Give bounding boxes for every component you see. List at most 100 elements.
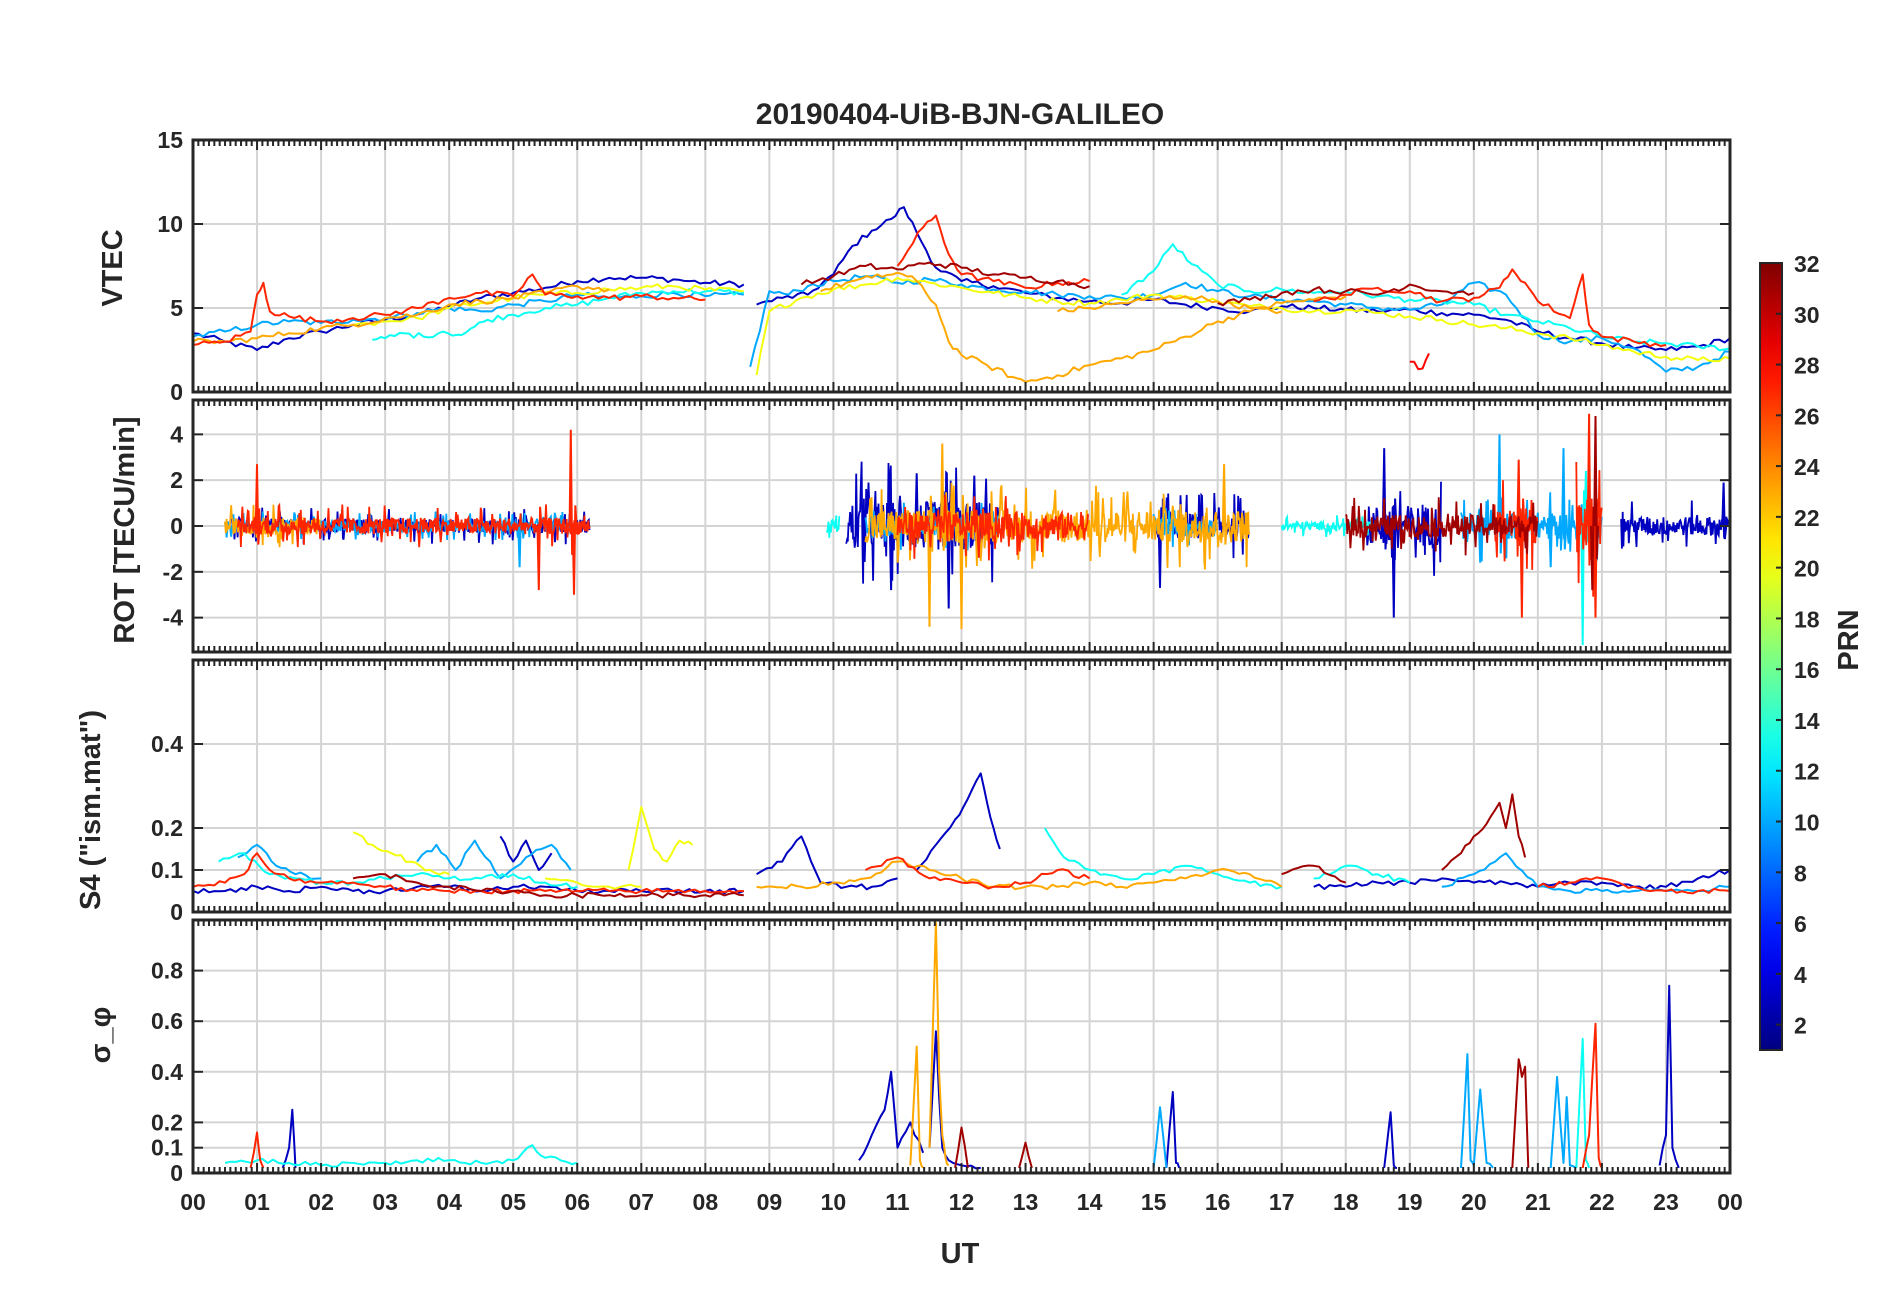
x-tick-label: 12 — [949, 1189, 975, 1215]
x-tick-label: 20 — [1461, 1189, 1487, 1215]
colorbar-tick-label: 8 — [1794, 860, 1807, 886]
series-line-prn-3 — [1658, 984, 1680, 1169]
y-tick-label: 0 — [170, 513, 183, 539]
series-spike-prn-27 — [254, 464, 261, 545]
series-line-prn-10 — [416, 839, 572, 880]
series-line-prn-10 — [1549, 1075, 1577, 1169]
x-tick-label: 23 — [1653, 1189, 1679, 1215]
x-tick-label: 21 — [1525, 1189, 1551, 1215]
series-spike-prn-10 — [1548, 513, 1555, 568]
y-axis-label: VTEC — [97, 229, 129, 306]
y-tick-label: 2 — [170, 467, 183, 493]
x-tick-label: 18 — [1333, 1189, 1359, 1215]
x-tick-label: 08 — [693, 1189, 719, 1215]
series-line-prn-31 — [1511, 1058, 1530, 1168]
series-spike-prn-3 — [1721, 482, 1728, 540]
x-tick-label: 19 — [1397, 1189, 1423, 1215]
series-line-prn-27 — [896, 214, 1090, 290]
series-line-prn-27 — [1313, 268, 1667, 348]
colorbar-tick-label: 20 — [1794, 556, 1820, 582]
series-spike-prn-23 — [940, 443, 946, 551]
panel-rot: -4 -2 0 2 4 ROT [TECU/min] — [109, 398, 1732, 654]
series-line-prn-3 — [756, 206, 1730, 351]
x-tick-label: 01 — [244, 1189, 270, 1215]
x-tick-label: 05 — [500, 1189, 526, 1215]
x-tick-label: 06 — [564, 1189, 590, 1215]
series-line-prn-20 — [627, 806, 694, 871]
y-tick-label: 5 — [170, 295, 183, 321]
series-line-prn-3 — [281, 1108, 297, 1169]
series-spike-prn-27 — [1519, 498, 1526, 618]
series-line-prn-31 — [1217, 283, 1475, 307]
chart-title: 20190404-UiB-BJN-GALILEO — [756, 98, 1164, 131]
series-line-prn-10 — [237, 843, 322, 880]
y-tick-label: 0.8 — [151, 958, 183, 984]
series-line-prn-27 — [1537, 876, 1730, 895]
x-tick-label: 09 — [757, 1189, 783, 1215]
series-spike-prn-31 — [1590, 506, 1596, 591]
y-tick-label: 0.4 — [151, 1059, 183, 1085]
axes-frame — [191, 658, 1732, 914]
y-tick-label: 0.2 — [151, 815, 183, 841]
y-tick-label: 0.4 — [151, 731, 183, 757]
series-line-prn-23 — [193, 284, 610, 345]
series-line-prn-13 — [224, 1144, 578, 1168]
x-tick-label: 13 — [1013, 1189, 1039, 1215]
colorbar-tick-label: 28 — [1794, 353, 1820, 379]
x-tick-label: 14 — [1077, 1189, 1103, 1215]
colorbar-label: PRN — [1833, 609, 1865, 670]
y-axis-label: σ_φ — [85, 1007, 117, 1064]
x-tick-label: 04 — [436, 1189, 462, 1215]
colorbar-tick-label: 24 — [1794, 454, 1820, 480]
x-axis-label: UT — [941, 1238, 980, 1270]
series-line-prn-27 — [193, 273, 706, 346]
series-line-prn-13 — [1043, 827, 1283, 890]
series-line-prn-27 — [896, 494, 1089, 561]
series-line-prn-3 — [499, 835, 553, 871]
colorbar-tick-label: 10 — [1794, 810, 1820, 836]
axes-frame — [191, 398, 1732, 654]
x-tick-labels: 00 01 02 03 04 05 06 07 08 09 10 11 12 13 14 15 16 17 18 19… — [180, 1189, 1743, 1215]
series-spike-prn-10 — [1561, 448, 1568, 550]
y-tick-label: 0.6 — [151, 1008, 183, 1034]
series-group — [193, 772, 1730, 899]
series-line-prn-28 — [1409, 352, 1430, 371]
y-tick-label: -4 — [163, 605, 184, 631]
x-tick-label: 00 — [1717, 1189, 1743, 1215]
series-line-prn-31 — [954, 1126, 969, 1169]
y-tick-label: -2 — [163, 559, 183, 585]
y-tick-label: 10 — [157, 211, 183, 237]
series-line-prn-3 — [915, 772, 1001, 871]
series-line-prn-3 — [1620, 500, 1730, 549]
series-line-prn-3 — [1313, 869, 1730, 891]
series-line-prn-27 — [1581, 1022, 1603, 1169]
series-spike-prn-23 — [1202, 512, 1209, 570]
series-line-prn-31 — [1441, 793, 1527, 871]
series-line-prn-23 — [756, 860, 1283, 891]
colorbar-tick-label: 30 — [1794, 302, 1820, 328]
series-line-prn-10 — [749, 274, 1730, 373]
series-group — [224, 413, 1730, 646]
series-line-prn-3 — [1165, 1091, 1181, 1169]
series-spike-prn-3 — [1391, 498, 1398, 618]
series-line-prn-20 — [352, 831, 450, 876]
series-spike-prn-27 — [571, 505, 578, 595]
x-tick-label: 02 — [308, 1189, 334, 1215]
colorbar-tick-label: 22 — [1794, 505, 1820, 531]
panel-s4: 0 0.1 0.2 0.4 S4 ("ism.mat") — [75, 658, 1732, 925]
x-tick-label: 16 — [1205, 1189, 1231, 1215]
series-spike-prn-23 — [927, 495, 933, 627]
colorbar-tick-label: 2 — [1794, 1013, 1807, 1039]
series-line-prn-27 — [864, 856, 1091, 890]
x-tick-label: 00 — [180, 1189, 206, 1215]
series-group — [224, 921, 1680, 1170]
axes-frame — [191, 138, 1732, 394]
series-line-prn-13 — [826, 515, 841, 538]
panel-vtec: 0 5 10 15 VTEC — [97, 127, 1732, 405]
colorbar-tick-label: 32 — [1794, 251, 1820, 277]
series-line-prn-13 — [1575, 1037, 1591, 1169]
series-line-prn-13 — [372, 288, 745, 341]
y-tick-label: 15 — [157, 127, 183, 153]
series-line-prn-23 — [928, 921, 950, 1167]
x-tick-label: 17 — [1269, 1189, 1295, 1215]
